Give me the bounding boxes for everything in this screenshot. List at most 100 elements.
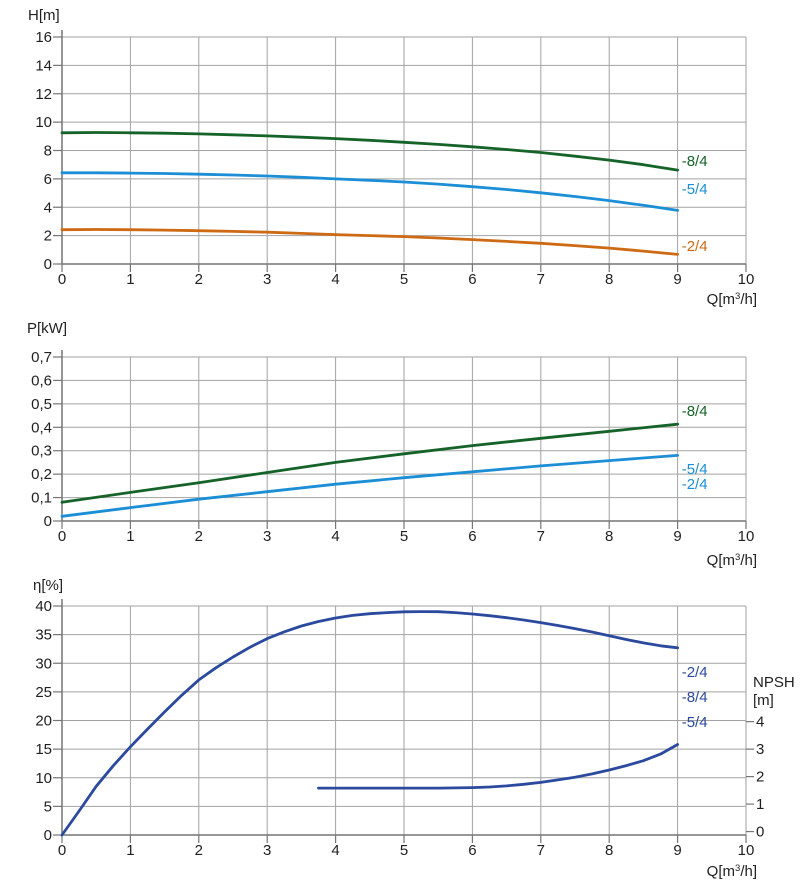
y-tick-label: 2 [44,228,52,245]
y-tick-label: 0,6 [31,372,52,389]
x-tick-label: 5 [400,842,408,859]
x-tick-label: 8 [605,528,613,545]
x-tick-label: 1 [126,271,134,288]
series-label: -2/4 [682,238,708,255]
power-x-axis-title: Q[m3/h] [707,550,757,568]
efficiency-y-axis-title: η[%] [33,577,64,594]
x-tick-label: 2 [195,842,203,859]
series-label: -2/4 [682,664,708,681]
y-tick-label: 40 [35,598,52,615]
series-label: -5/4 [682,181,708,198]
y-tick-label: 10 [35,114,52,131]
series-label: -5/4 [682,461,708,478]
series-label: -8/4 [682,689,708,706]
x-title-sup: 3 [735,291,741,302]
x-tick-label: 6 [468,528,476,545]
series-label: -8/4 [682,403,708,420]
head-chart-section: 0 1 2 3 4 5 6 7 8 9 10 0 2 4 6 8 10 12 14 16 -8/4 -5/4 -2/4 H[… [0,0,803,310]
series-label: -5/4 [682,714,708,731]
x-tick-label: 0 [58,271,66,288]
x-title-post: /h] [740,291,757,308]
power-chart-section: 0 1 2 3 4 5 6 7 8 9 10 0 0,1 0,2 0,3 0,4 0,5 0,6 0,7 -8/4 -5… [0,310,803,570]
x-tick-label: 3 [263,271,271,288]
npsh-axis-title-line2: [m] [753,692,774,709]
efficiency-npsh-chart-canvas: 0 1 2 3 4 5 6 7 8 9 10051015202530354001234-2/4-8/… [35,598,764,859]
x-tick-label: 5 [400,271,408,288]
x-tick-label: 0 [58,842,66,859]
npsh-tick-label: 4 [756,714,764,731]
power-y-axis-title: P[kW] [27,320,67,337]
head-curve-5-4 [60,171,679,212]
y-tick-label: 16 [35,29,52,46]
y-tick-label: 0 [44,256,52,273]
y-tick-label: 0 [44,827,52,844]
y-tick-label: 0,7 [31,349,52,366]
x-tick-label: 7 [537,528,545,545]
y-tick-label: 0,5 [31,396,52,413]
y-tick-label: 0,4 [31,419,52,436]
y-tick-label: 25 [35,684,52,701]
efficiency-x-axis-title: Q[m3/h] [707,861,757,879]
head-y-axis-title: H[m] [28,7,60,24]
efficiency-curve [60,610,679,837]
x-tick-label: 4 [331,271,339,288]
x-title-post: /h] [740,863,757,880]
power-curve-8-4 [60,422,679,504]
npsh-axis-title-line1: NPSH [753,674,795,691]
power-curve-5-4-2-4 [60,453,679,518]
x-tick-label: 5 [400,528,408,545]
x-tick-label: 0 [58,528,66,545]
npsh-axis-title: NPSH [m] [753,674,795,710]
head-curve-2-4 [60,228,679,256]
x-tick-label: 9 [673,842,681,859]
x-tick-label: 1 [126,528,134,545]
x-title-pre: Q[m [706,291,736,308]
y-tick-label: 4 [44,199,52,216]
y-tick-label: 5 [44,798,52,815]
x-tick-label: 9 [673,528,681,545]
x-title-post: /h] [740,552,757,569]
y-tick-label: 0,3 [31,443,52,460]
npsh-curve [317,743,679,790]
x-title-sup: 3 [735,863,741,874]
npsh-tick-label: 2 [756,769,764,786]
x-tick-label: 3 [263,842,271,859]
head-x-axis-title: Q[m3/h] [707,289,757,307]
x-tick-label: 10 [738,271,755,288]
x-title-sup: 3 [735,552,741,563]
x-tick-label: 4 [331,528,339,545]
y-tick-label: 6 [44,171,52,188]
y-tick-label: 0,2 [31,466,52,483]
x-tick-label: 1 [126,842,134,859]
x-tick-label: 8 [605,271,613,288]
y-tick-label: 30 [35,655,52,672]
y-tick-label: 20 [35,713,52,730]
x-title-pre: Q[m [706,552,736,569]
series-label: -8/4 [682,153,708,170]
x-tick-label: 10 [738,842,755,859]
npsh-tick-label: 1 [756,796,764,813]
y-tick-label: 14 [35,57,52,74]
y-tick-label: 35 [35,627,52,644]
x-tick-label: 4 [331,842,339,859]
x-tick-label: 9 [673,271,681,288]
power-chart-canvas: 0 1 2 3 4 5 6 7 8 9 10 0 0,1 0,2 0,3 0,4 0,5 0,6 0,7 -8/4 -5… [31,349,755,545]
x-tick-label: 7 [537,842,545,859]
y-tick-label: 8 [44,143,52,160]
y-tick-label: 0,1 [31,490,52,507]
y-tick-label: 12 [35,86,52,103]
series-label: -2/4 [682,476,708,493]
x-tick-label: 8 [605,842,613,859]
x-tick-label: 10 [738,528,755,545]
x-tick-label: 3 [263,528,271,545]
npsh-tick-label: 0 [756,824,764,841]
head-curve-8-4 [60,131,679,172]
y-tick-label: 10 [35,770,52,787]
x-tick-label: 6 [468,271,476,288]
y-tick-label: 0 [44,513,52,530]
x-tick-label: 2 [195,271,203,288]
x-tick-label: 2 [195,528,203,545]
efficiency-npsh-chart-section: 0 1 2 3 4 5 6 7 8 9 10 0 5 10 15 20 25 30 35 40 0 1 2 3 4 -2/4 -8/… [0,570,803,889]
